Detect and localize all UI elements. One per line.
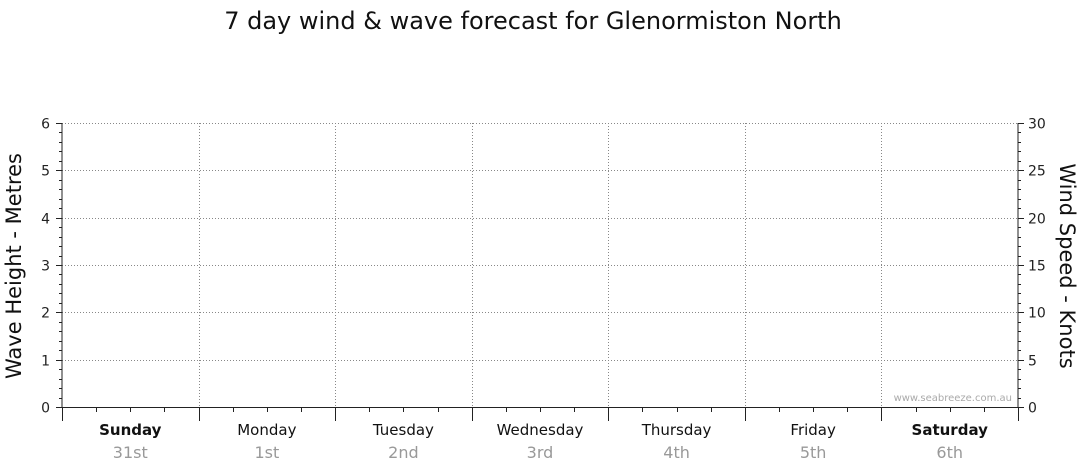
left-tick-label: 4 (41, 212, 50, 228)
day-date-label: 5th (800, 443, 827, 462)
left-y-ticks: 0 1 2 3 4 5 6 (41, 117, 62, 417)
right-tick-label: 15 (1028, 259, 1046, 275)
day-name-label: Friday (790, 421, 836, 439)
left-tick-label: 5 (41, 164, 50, 180)
day-name-label: Thursday (641, 421, 712, 439)
right-tick-label: 20 (1028, 212, 1046, 228)
right-tick-label: 25 (1028, 164, 1046, 180)
watermark: www.seabreeze.com.au (894, 393, 1012, 404)
chart-title: 7 day wind & wave forecast for Glenormis… (224, 7, 842, 35)
day-name-label: Tuesday (372, 421, 434, 439)
left-tick-label: 2 (41, 306, 50, 322)
day-name-label: Sunday (99, 421, 162, 439)
right-y-ticks: 0 5 10 15 20 25 30 (1018, 117, 1046, 417)
day-date-label: 31st (113, 443, 148, 462)
right-tick-label: 10 (1028, 306, 1046, 322)
day-date-label: 2nd (388, 443, 418, 462)
day-date-label: 1st (254, 443, 279, 462)
day-name-label: Wednesday (497, 421, 584, 439)
right-axis-title: Wind Speed - Knots (1055, 163, 1079, 368)
x-ticks (62, 407, 1019, 421)
day-name-label: Saturday (912, 421, 989, 439)
left-axis-title: Wave Height - Metres (2, 153, 26, 379)
left-tick-label: 6 (41, 117, 50, 133)
right-tick-label: 5 (1028, 354, 1037, 370)
left-tick-label: 0 (41, 401, 50, 417)
day-date-label: 6th (936, 443, 963, 462)
right-tick-label: 0 (1028, 401, 1037, 417)
day-date-label: 3rd (527, 443, 554, 462)
day-date-label: 4th (663, 443, 690, 462)
grid (62, 123, 1018, 407)
left-tick-label: 3 (41, 259, 50, 275)
left-tick-label: 1 (41, 354, 50, 370)
day-labels: Sunday 31st Monday 1st Tuesday 2nd Wednesday 3r… (99, 421, 988, 462)
day-name-label: Monday (237, 421, 296, 439)
right-tick-label: 30 (1028, 117, 1046, 133)
